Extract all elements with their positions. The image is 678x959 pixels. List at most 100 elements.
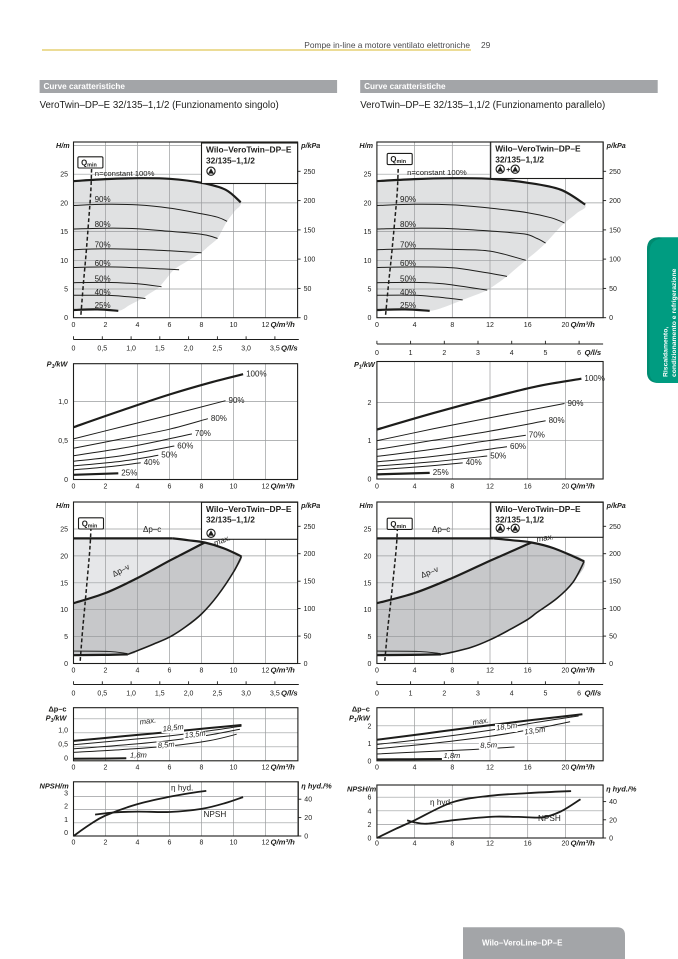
svg-text:40: 40: [609, 799, 617, 806]
svg-text:η hyd./%: η hyd./%: [301, 782, 332, 791]
svg-text:80%: 80%: [95, 220, 111, 229]
svg-text:Δp–c: Δp–c: [143, 525, 161, 534]
svg-text:4: 4: [136, 840, 140, 847]
svg-text:Δp–c: Δp–c: [352, 705, 370, 714]
svg-text:1,8m: 1,8m: [444, 751, 461, 760]
svg-text:η hyd.: η hyd.: [430, 798, 452, 807]
svg-text:0: 0: [72, 346, 76, 353]
svg-text:0: 0: [72, 484, 76, 491]
svg-text:Wilo–VeroTwin–DP–E: Wilo–VeroTwin–DP–E: [206, 145, 292, 155]
svg-text:10: 10: [230, 765, 238, 772]
svg-text:NPSH: NPSH: [204, 810, 227, 819]
svg-text:condizionamento e refrigerazio: condizionamento e refrigerazione: [671, 268, 678, 377]
svg-text:H/m: H/m: [56, 141, 70, 150]
svg-text:32/135–1,1/2: 32/135–1,1/2: [495, 154, 544, 164]
svg-text:5: 5: [64, 634, 68, 641]
svg-text:H/m: H/m: [56, 501, 70, 510]
svg-text:2: 2: [367, 723, 371, 730]
svg-text:0,5: 0,5: [58, 438, 68, 445]
svg-text:12: 12: [262, 322, 270, 329]
svg-text:16: 16: [524, 841, 532, 848]
svg-text:3,5: 3,5: [270, 346, 280, 353]
svg-text:Pompe in-line a motore ventila: Pompe in-line a motore ventilato elettro…: [304, 40, 470, 50]
svg-text:5: 5: [64, 287, 68, 294]
svg-text:10: 10: [230, 668, 238, 675]
svg-text:4: 4: [413, 484, 417, 491]
svg-text:1,0: 1,0: [58, 399, 68, 406]
svg-text:25: 25: [60, 172, 68, 179]
svg-text:H/m: H/m: [359, 501, 373, 510]
svg-text:0: 0: [64, 830, 68, 837]
svg-text:Q/m³/h: Q/m³/h: [571, 763, 596, 772]
svg-text:Q/l/s: Q/l/s: [585, 689, 602, 698]
svg-text:0: 0: [64, 477, 68, 484]
svg-text:4: 4: [413, 841, 417, 848]
svg-text:8,5m: 8,5m: [157, 740, 175, 750]
svg-text:25%: 25%: [121, 469, 137, 478]
svg-text:n=constant 100%: n=constant 100%: [95, 169, 155, 178]
svg-text:2,0: 2,0: [184, 346, 194, 353]
svg-text:8,5m: 8,5m: [480, 740, 497, 750]
svg-text:18,5m: 18,5m: [162, 722, 184, 734]
svg-text:32/135–1,1/2: 32/135–1,1/2: [206, 515, 255, 525]
svg-text:250: 250: [304, 524, 316, 531]
svg-text:0: 0: [304, 661, 308, 668]
svg-text:Q/m³/h: Q/m³/h: [571, 482, 596, 491]
svg-text:40: 40: [304, 797, 312, 804]
svg-text:50: 50: [304, 286, 312, 293]
svg-text:100: 100: [609, 257, 621, 264]
svg-text:15: 15: [60, 229, 68, 236]
svg-text:25: 25: [364, 527, 372, 534]
svg-text:1: 1: [409, 691, 413, 698]
svg-text:20: 20: [364, 200, 372, 207]
svg-text:200: 200: [609, 198, 621, 205]
svg-text:90%: 90%: [229, 396, 245, 405]
svg-text:20: 20: [364, 553, 372, 560]
svg-text:70%: 70%: [195, 429, 211, 438]
svg-text:3: 3: [476, 350, 480, 357]
svg-text:4: 4: [413, 668, 417, 675]
svg-text:0: 0: [367, 758, 371, 765]
svg-text:Curve caratteristiche: Curve caratteristiche: [364, 82, 446, 91]
svg-text:60%: 60%: [400, 259, 416, 268]
svg-text:0,5: 0,5: [97, 346, 107, 353]
svg-text:13,5m: 13,5m: [524, 725, 546, 737]
svg-text:0: 0: [367, 661, 371, 668]
svg-text:4: 4: [136, 765, 140, 772]
svg-text:1,5: 1,5: [155, 691, 165, 698]
svg-text:32/135–1,1/2: 32/135–1,1/2: [206, 155, 255, 165]
svg-text:50%: 50%: [400, 274, 416, 283]
svg-text:16: 16: [524, 765, 532, 772]
svg-text:4: 4: [413, 322, 417, 329]
svg-text:η hyd./%: η hyd./%: [606, 785, 637, 794]
svg-text:0,5: 0,5: [58, 741, 68, 748]
svg-text:4: 4: [367, 808, 371, 815]
svg-text:20: 20: [304, 815, 312, 822]
svg-text:0: 0: [64, 661, 68, 668]
svg-text:P1/kW: P1/kW: [354, 360, 376, 371]
svg-text:10: 10: [230, 840, 238, 847]
svg-text:40%: 40%: [400, 288, 416, 297]
svg-text:18,5m: 18,5m: [496, 721, 518, 733]
svg-text:Q/m³/h: Q/m³/h: [271, 666, 296, 675]
svg-text:15: 15: [364, 580, 372, 587]
svg-text:8: 8: [450, 484, 454, 491]
svg-text:0: 0: [375, 484, 379, 491]
svg-text:Qmin: Qmin: [390, 155, 406, 165]
svg-text:100%: 100%: [246, 370, 266, 379]
svg-text:60%: 60%: [510, 442, 526, 451]
svg-text:2,0: 2,0: [184, 691, 194, 698]
svg-text:250: 250: [609, 524, 621, 531]
svg-text:p/kPa: p/kPa: [300, 501, 320, 510]
svg-text:10: 10: [60, 258, 68, 265]
svg-text:150: 150: [304, 579, 316, 586]
svg-text:2: 2: [442, 350, 446, 357]
svg-text:12: 12: [486, 322, 494, 329]
svg-text:50%: 50%: [161, 451, 177, 460]
svg-text:0: 0: [72, 840, 76, 847]
svg-text:250: 250: [609, 169, 621, 176]
svg-text:2: 2: [64, 804, 68, 811]
svg-text:5: 5: [367, 634, 371, 641]
svg-text:6: 6: [168, 765, 172, 772]
svg-text:150: 150: [609, 227, 621, 234]
